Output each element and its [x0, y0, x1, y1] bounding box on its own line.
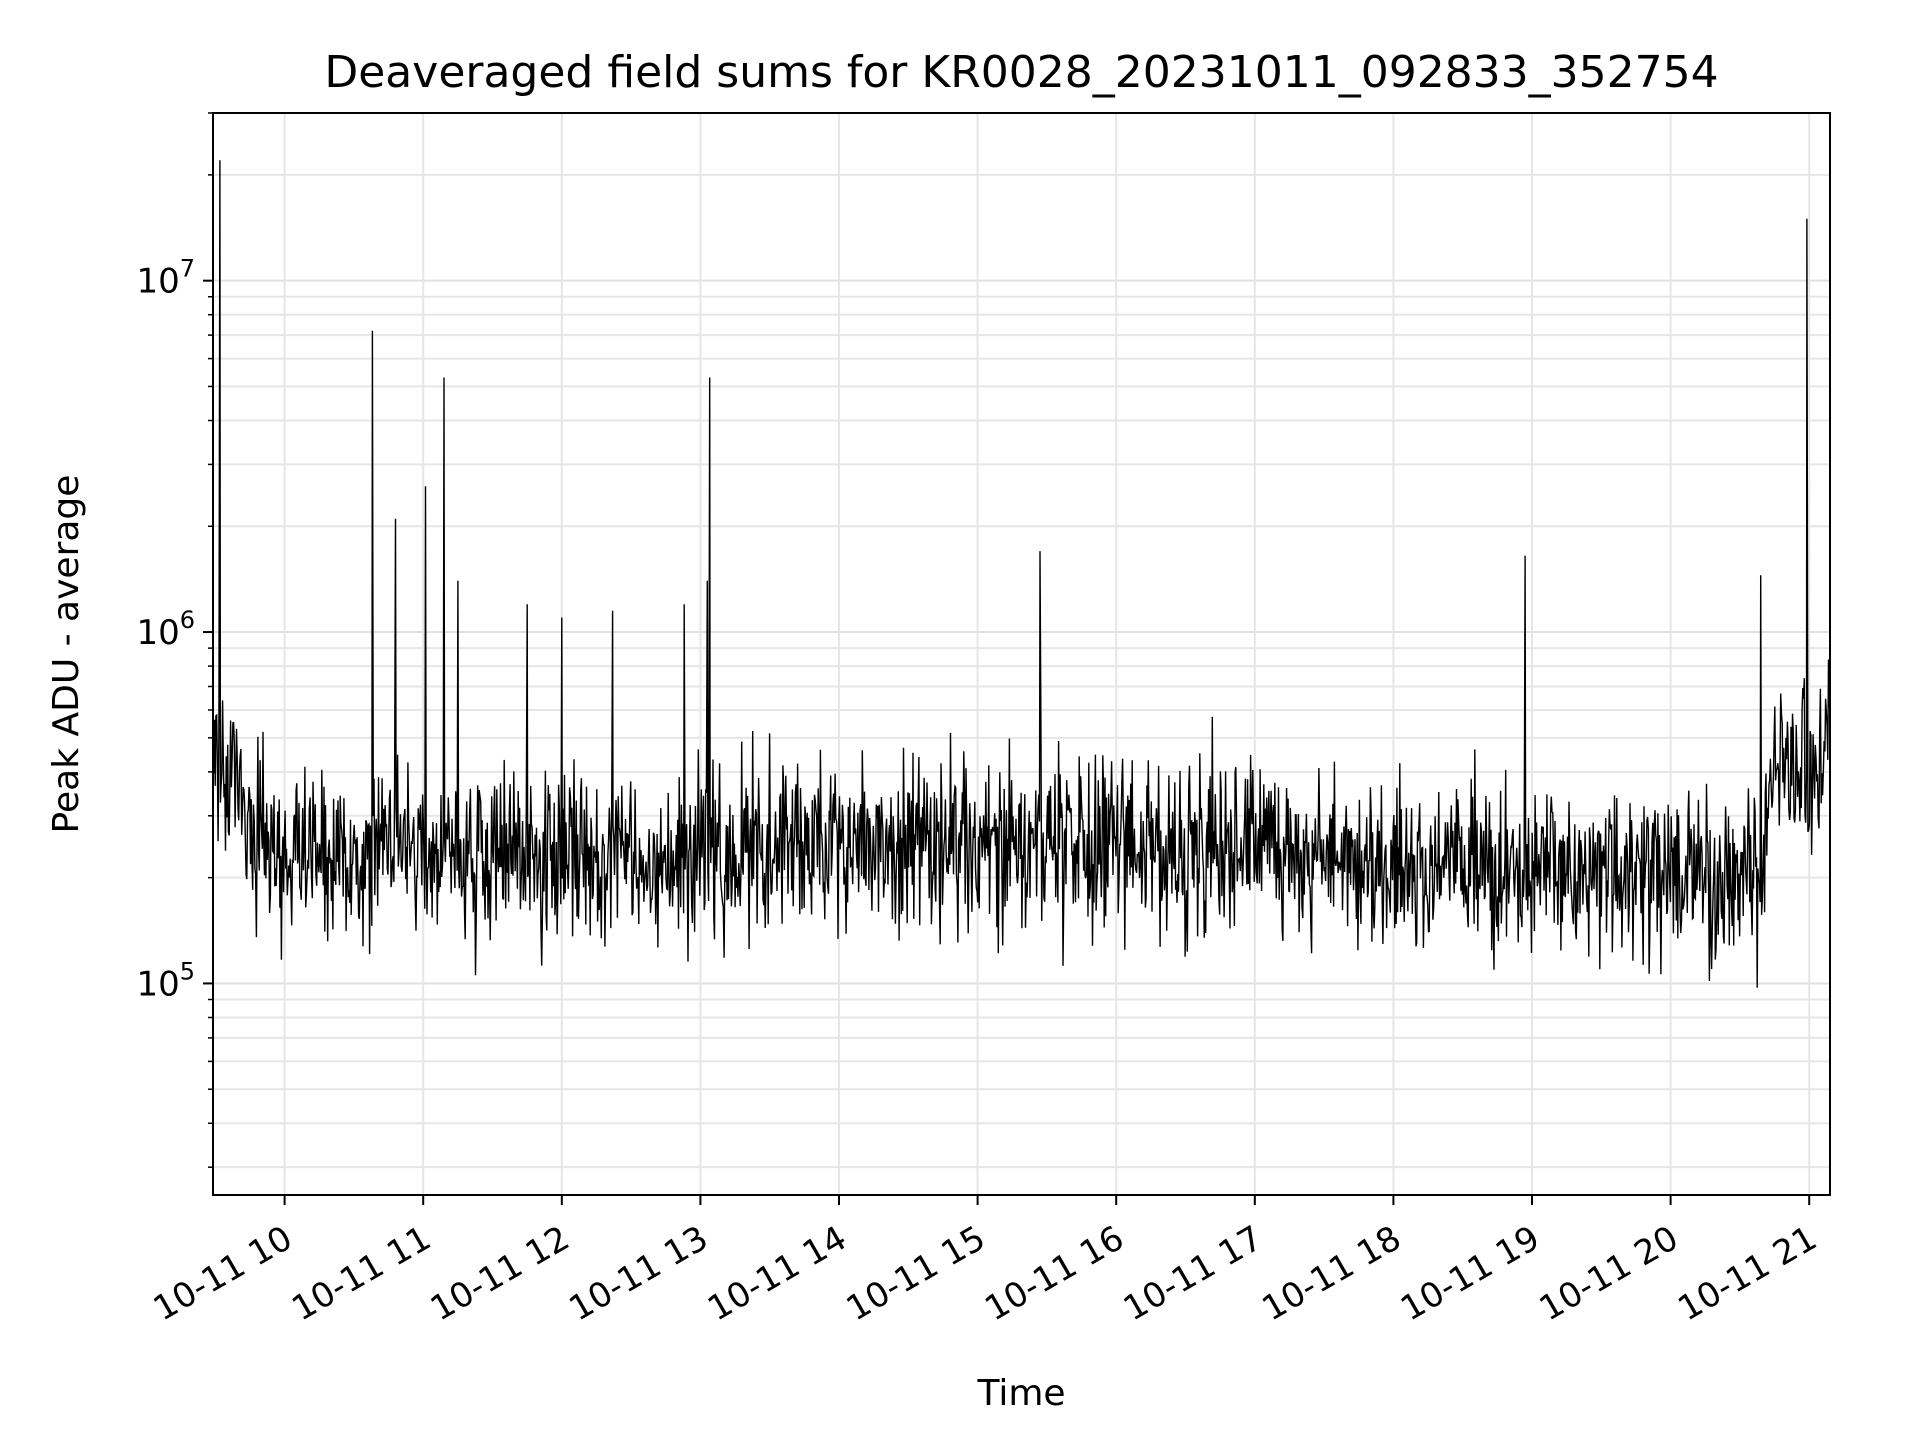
y-axis-label: Peak ADU - average [46, 475, 87, 834]
y-tick-label: 107 [136, 255, 195, 302]
x-axis-label: Time [976, 1373, 1065, 1414]
data-series [212, 160, 1831, 988]
chart-title: Deaveraged field sums for KR0028_2023101… [324, 47, 1718, 98]
series-line [212, 160, 1831, 988]
plot-frame [212, 112, 1831, 1196]
y-tick-label: 106 [136, 606, 195, 653]
y-axis: 105 106 107 [136, 112, 213, 1168]
y-tick-label: 105 [136, 957, 195, 1004]
